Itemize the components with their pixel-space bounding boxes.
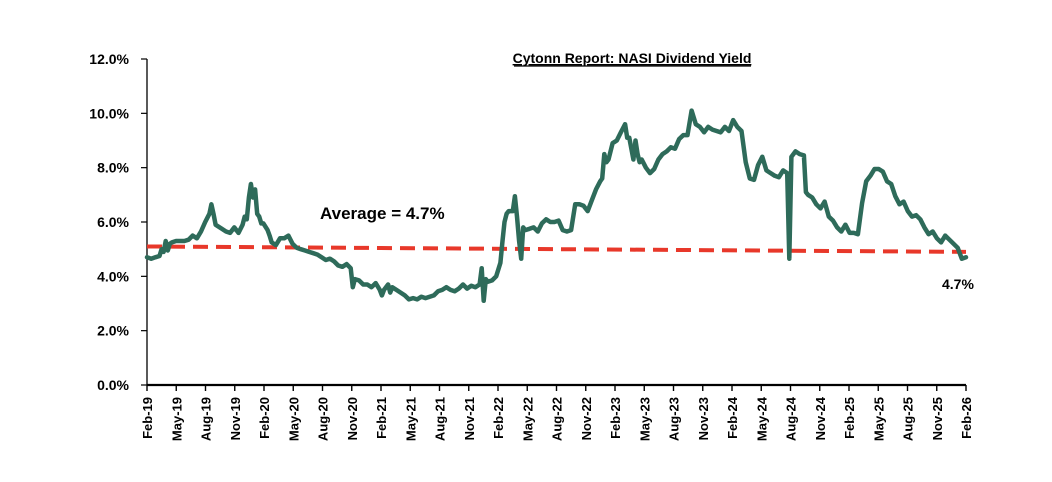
y-tick-label: 6.0% — [97, 214, 129, 230]
x-tick-label: Nov-22 — [579, 397, 594, 440]
y-axis: 0.0% 2.0% 4.0% 6.0% 8.0% 10.0% 12.0% — [89, 51, 148, 393]
series-line-nasi-dividend-yield — [144, 108, 969, 304]
x-axis: Feb-19 May-19 Aug-19 Nov-19 Feb-20 May-20 Aug-… — [140, 383, 974, 441]
y-tick-label: 2.0% — [97, 323, 129, 339]
x-tick-label: Feb-23 — [608, 397, 623, 439]
x-tick-label: Aug-22 — [550, 397, 565, 441]
x-tick-label: May-23 — [637, 397, 652, 441]
end-value-label: 4.7% — [942, 276, 974, 292]
x-tick-label: Aug-25 — [901, 397, 916, 441]
series-group — [144, 108, 969, 304]
y-tick-label: 8.0% — [97, 160, 129, 176]
x-tick-label: Aug-19 — [199, 397, 214, 441]
x-tick-label: Feb-20 — [257, 397, 272, 439]
x-tick-label: Feb-22 — [491, 397, 506, 439]
x-tick-label: Feb-25 — [842, 397, 857, 439]
x-tick-label: Nov-24 — [813, 396, 828, 440]
x-tick-label: May-25 — [871, 397, 886, 441]
x-tick-label: Aug-21 — [433, 397, 448, 441]
x-tick-label: May-22 — [520, 397, 535, 441]
x-tick-label: May-19 — [169, 397, 184, 441]
average-annotation: Average = 4.7% — [320, 204, 445, 223]
chart-title: Cytonn Report: NASI Dividend Yield — [513, 50, 752, 66]
x-tick-label: Nov-21 — [462, 397, 477, 440]
x-tick-label: Aug-24 — [784, 396, 799, 441]
x-tick-label: Nov-20 — [345, 397, 360, 440]
average-reference-line — [146, 244, 967, 254]
x-tick-label: Nov-25 — [930, 397, 945, 440]
x-tick-label: May-21 — [403, 397, 418, 441]
x-tick-label: Aug-20 — [316, 397, 331, 441]
y-tick-label: 4.0% — [97, 268, 129, 284]
x-tick-label: Nov-19 — [228, 397, 243, 440]
x-tick-label: Feb-24 — [725, 396, 740, 439]
x-tick-label: Nov-23 — [696, 397, 711, 440]
x-tick-label: Feb-26 — [959, 397, 974, 439]
x-tick-label: Aug-23 — [667, 397, 682, 441]
y-tick-label: 12.0% — [89, 51, 129, 67]
y-tick-label: 10.0% — [89, 105, 129, 121]
y-tick-label: 0.0% — [97, 377, 129, 393]
x-tick-label: May-24 — [754, 396, 769, 441]
average-line-group — [146, 244, 967, 254]
x-tick-label: May-20 — [286, 397, 301, 441]
x-tick-label: Feb-19 — [140, 397, 155, 439]
x-tick-label: Feb-21 — [374, 397, 389, 439]
